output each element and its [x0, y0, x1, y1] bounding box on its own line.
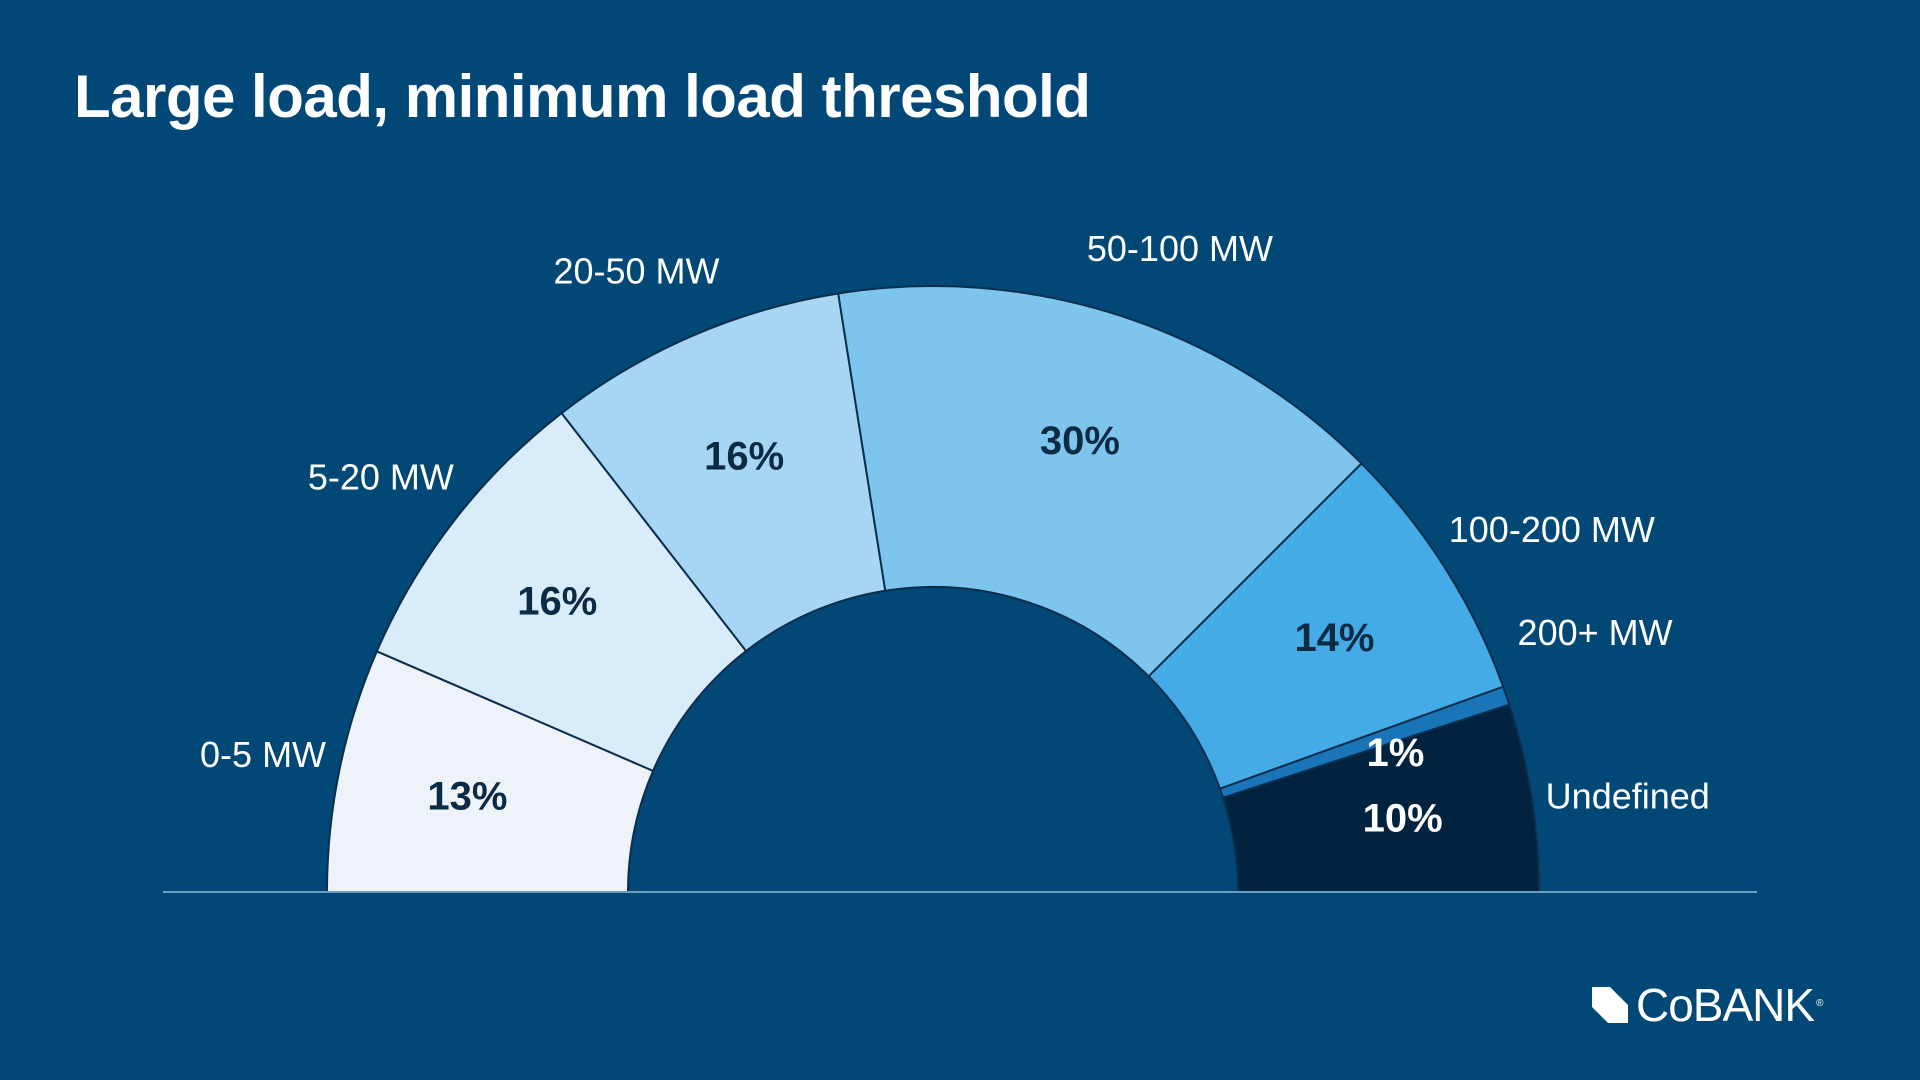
category-label-50-100-mw: 50-100 MW: [1087, 228, 1273, 269]
value-label-20-50-mw: 16%: [704, 435, 784, 479]
category-label-undefined: Undefined: [1546, 775, 1710, 816]
category-label-0-5-mw: 0-5 MW: [200, 734, 326, 775]
cobank-logo: CoBANK ®: [1588, 980, 1848, 1030]
value-label-5-20-mw: 16%: [517, 580, 597, 624]
value-label-200plus-mw: 1%: [1366, 731, 1424, 775]
category-labels-layer: 0-5 MW 5-20 MW 20-50 MW 50-100 MW 100-200 MW…: [200, 228, 1710, 816]
category-label-200plus-mw: 200+ MW: [1518, 612, 1673, 653]
segments-layer: [325, 285, 1541, 893]
cobank-mark-icon: [1592, 987, 1628, 1023]
category-label-100-200-mw: 100-200 MW: [1449, 509, 1655, 550]
value-label-50-100-mw: 30%: [1040, 419, 1120, 463]
category-label-5-20-mw: 5-20 MW: [308, 457, 454, 498]
category-label-20-50-mw: 20-50 MW: [553, 251, 719, 292]
value-label-100-200-mw: 14%: [1294, 616, 1374, 660]
registered-mark: ®: [1816, 997, 1824, 1009]
value-label-undefined: 10%: [1363, 797, 1443, 841]
value-labels-layer: 13% 16% 16% 30% 14% 1% 10%: [427, 419, 1442, 841]
value-label-0-5-mw: 13%: [427, 775, 507, 819]
chart-title: Large load, minimum load threshold: [74, 63, 1091, 130]
cobank-wordmark: CoBANK: [1636, 979, 1815, 1031]
segment-50-100-mw: [837, 285, 1363, 678]
